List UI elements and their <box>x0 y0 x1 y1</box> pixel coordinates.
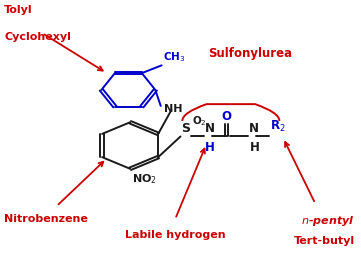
Text: CH$_3$: CH$_3$ <box>163 50 185 64</box>
Text: Nitrobenzene: Nitrobenzene <box>4 214 88 224</box>
Text: Sulfonylurea: Sulfonylurea <box>209 47 293 60</box>
Text: S: S <box>181 122 190 135</box>
Text: Tert-butyl: Tert-butyl <box>294 236 355 246</box>
Text: N: N <box>205 122 214 135</box>
Text: O: O <box>222 110 231 123</box>
Text: NO$_2$: NO$_2$ <box>132 173 157 186</box>
Text: H: H <box>249 141 260 154</box>
Text: Tolyl: Tolyl <box>4 5 33 15</box>
Text: R$_2$: R$_2$ <box>270 119 286 134</box>
Text: O$_2$: O$_2$ <box>192 114 207 128</box>
Text: H: H <box>205 141 215 154</box>
Text: $n$-pentyl: $n$-pentyl <box>301 214 355 228</box>
Text: Cyclohexyl: Cyclohexyl <box>4 32 71 42</box>
Text: Labile hydrogen: Labile hydrogen <box>125 230 225 239</box>
Text: NH: NH <box>164 103 183 114</box>
Text: N: N <box>249 122 259 135</box>
